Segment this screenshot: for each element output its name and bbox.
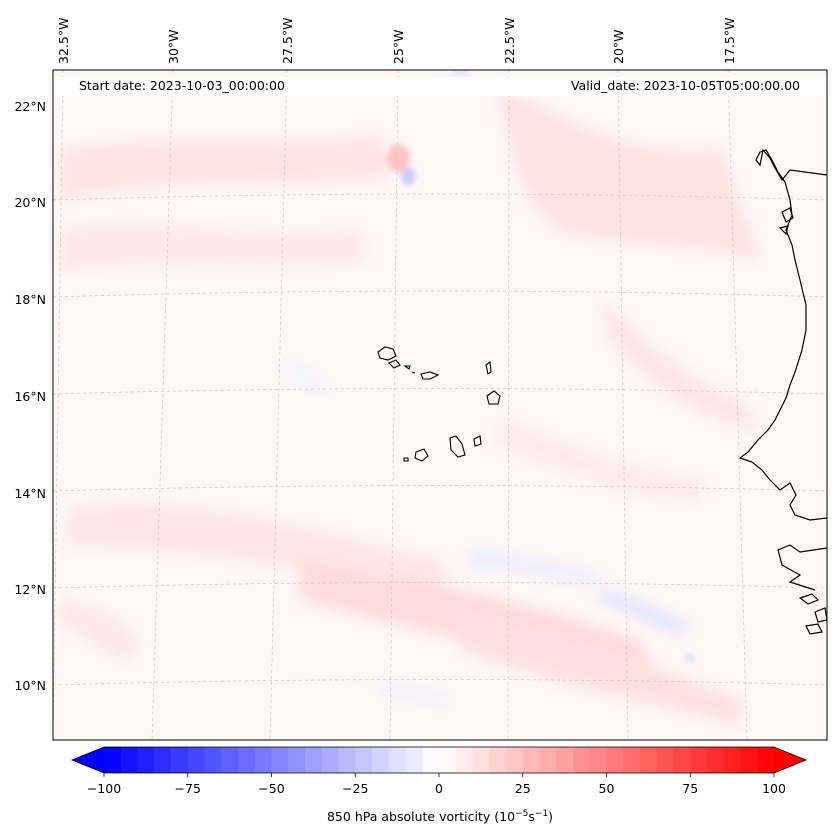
colorbar-tick-label: 25 [515, 781, 531, 796]
colorbar-segment [422, 747, 440, 773]
colorbar-segment [221, 747, 239, 773]
colorbar-segment [589, 747, 607, 773]
lon-label: 20°W [611, 29, 626, 64]
colorbar-segment [137, 747, 155, 773]
lat-label: 18°N [14, 292, 46, 307]
start-date-label: Start date: 2023-10-03_00:00:00 [79, 78, 285, 93]
lon-label: 17.5°W [722, 18, 737, 64]
lat-label: 20°N [14, 195, 46, 210]
valid-date-label: Valid_date: 2023-10-05T05:00:00.00 [571, 78, 800, 93]
colorbar-segment [606, 747, 624, 773]
colorbar-segment [539, 747, 557, 773]
colorbar-segment [707, 747, 725, 773]
colorbar-tick-label: −50 [258, 781, 284, 796]
colorbar-segment [288, 747, 306, 773]
lat-label: 16°N [14, 389, 46, 404]
colorbar-tick-label: −25 [342, 781, 368, 796]
colorbar-ticks: −100 −75 −50 −25 0 25 50 75 100 [87, 773, 786, 796]
colorbar-segment [640, 747, 658, 773]
colorbar-segment [104, 747, 122, 773]
lon-label: 25°W [391, 29, 406, 64]
colorbar-extend-max [774, 747, 806, 773]
colorbar-segment [690, 747, 708, 773]
colorbar-segment [321, 747, 339, 773]
colorbar-label: 850 hPa absolute vorticity (10−5s−1) [327, 809, 553, 824]
colorbar-segment [723, 747, 741, 773]
colorbar-segment [154, 747, 172, 773]
colorbar-segment [305, 747, 323, 773]
colorbar-segment [355, 747, 373, 773]
longitude-labels: 32.5°W 30°W 27.5°W 25°W 22.5°W 20°W 17.5… [56, 18, 737, 64]
lat-label: 10°N [14, 678, 46, 693]
colorbar-segment [204, 747, 222, 773]
colorbar-segment [506, 747, 524, 773]
colorbar-segment [439, 747, 457, 773]
colorbar-segment [372, 747, 390, 773]
colorbar-segments [72, 747, 806, 773]
map-frame [52, 69, 828, 741]
colorbar-tick-label: 100 [762, 781, 786, 796]
colorbar-tick-label: −100 [87, 781, 121, 796]
colorbar-tick-label: 75 [682, 781, 698, 796]
colorbar-segment [623, 747, 641, 773]
colorbar-segment [522, 747, 540, 773]
cape-verde-islands [377, 346, 501, 462]
colorbar-segment [338, 747, 356, 773]
colorbar-segment [120, 747, 138, 773]
colorbar-tick-label: −75 [175, 781, 201, 796]
colorbar-segment [388, 747, 406, 773]
colorbar-segment [187, 747, 205, 773]
colorbar-segment [254, 747, 272, 773]
colorbar-segment [405, 747, 423, 773]
gridlines [53, 70, 827, 740]
colorbar-segment [455, 747, 473, 773]
colorbar: −100 −75 −50 −25 0 25 50 75 100 850 hPa absolute… [70, 746, 808, 824]
colorbar-tick-label: 0 [435, 781, 443, 796]
colorbar-segment [740, 747, 758, 773]
lat-label: 12°N [14, 582, 46, 597]
lon-label: 27.5°W [280, 18, 295, 64]
colorbar-segment [656, 747, 674, 773]
colorbar-segment [757, 747, 775, 773]
lat-label: 22°N [14, 99, 46, 114]
coastline [738, 148, 827, 635]
colorbar-segment [489, 747, 507, 773]
colorbar-tick-label: 50 [599, 781, 615, 796]
lon-label: 22.5°W [502, 18, 517, 64]
colorbar-segment [238, 747, 256, 773]
colorbar-segment [673, 747, 691, 773]
colorbar-segment [472, 747, 490, 773]
lon-label: 32.5°W [56, 18, 71, 64]
lon-label: 30°W [166, 29, 181, 64]
colorbar-segment [171, 747, 189, 773]
colorbar-segment [573, 747, 591, 773]
lat-label: 14°N [14, 486, 46, 501]
colorbar-segment [556, 747, 574, 773]
colorbar-extend-min [72, 747, 104, 773]
vorticity-field [53, 70, 827, 740]
colorbar-segment [271, 747, 289, 773]
latitude-labels: 22°N 20°N 18°N 16°N 14°N 12°N 10°N [14, 99, 46, 693]
